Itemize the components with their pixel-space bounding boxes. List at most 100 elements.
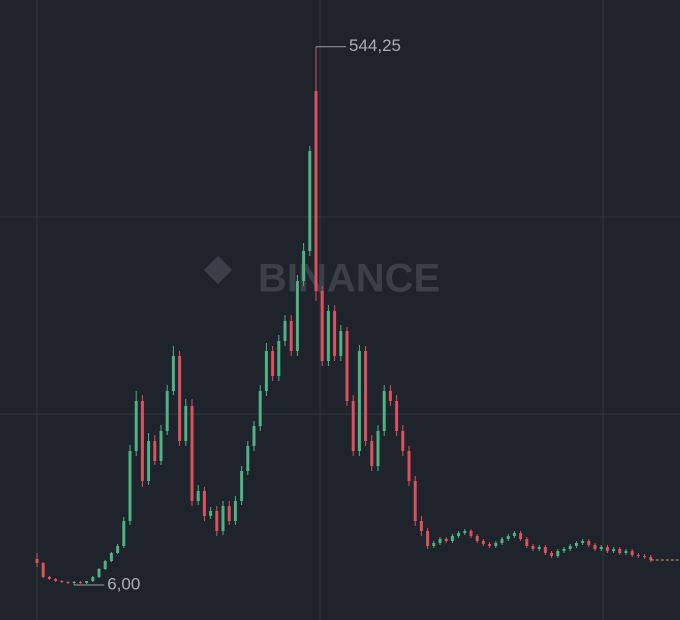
candle-body xyxy=(271,351,275,376)
candle-body xyxy=(283,321,287,341)
candle-body xyxy=(519,533,523,539)
candle-body xyxy=(649,557,653,560)
candle-body xyxy=(308,151,312,251)
candle-body xyxy=(221,506,225,531)
candle-body xyxy=(556,551,560,556)
candle-body xyxy=(506,536,510,539)
candle-body xyxy=(450,536,454,541)
candle-body xyxy=(302,251,306,281)
candle-body xyxy=(295,281,299,351)
candle-body xyxy=(612,549,616,551)
candle-body xyxy=(587,541,591,545)
candle-body xyxy=(54,579,58,581)
candle-body xyxy=(432,543,436,546)
candle-body xyxy=(159,431,163,461)
candle-body xyxy=(171,356,175,391)
candle-body xyxy=(562,549,566,551)
candle-body xyxy=(438,539,442,543)
candle-body xyxy=(277,341,281,376)
candle-body xyxy=(630,551,634,555)
candle-body xyxy=(227,506,231,521)
candle-body xyxy=(190,406,194,501)
candle-body xyxy=(202,491,206,516)
candle-body xyxy=(85,581,89,583)
candle-body xyxy=(252,426,256,446)
candle-body xyxy=(35,559,39,563)
candle-body xyxy=(116,546,120,553)
candle-body xyxy=(426,531,430,546)
candle-body xyxy=(463,531,467,533)
candle-body xyxy=(388,391,392,401)
candle-body xyxy=(500,539,504,543)
candle-body xyxy=(41,563,45,577)
candle-body xyxy=(314,91,318,291)
candle-body xyxy=(469,531,473,536)
candle-body xyxy=(457,533,461,536)
candle-body xyxy=(444,539,448,541)
candle-body xyxy=(128,451,132,521)
candle-body xyxy=(413,481,417,521)
candle-body xyxy=(196,491,200,501)
candle-body xyxy=(289,321,293,351)
candle-body xyxy=(599,547,603,549)
candle-body xyxy=(618,549,622,553)
candle-body xyxy=(246,446,250,471)
candle-body xyxy=(550,553,554,556)
candle-body xyxy=(326,311,330,361)
candle-body xyxy=(643,556,647,557)
candle-body xyxy=(178,356,182,441)
candle-body xyxy=(60,581,64,582)
candle-body xyxy=(574,543,578,546)
candle-body xyxy=(233,501,237,521)
candle-body xyxy=(512,533,516,536)
annotation-label: 6,00 xyxy=(107,574,140,593)
candle-body xyxy=(537,547,541,549)
candle-body xyxy=(109,553,113,561)
candle-body xyxy=(351,401,355,451)
annotation-label: 544,25 xyxy=(349,36,401,55)
candle-body xyxy=(475,536,479,541)
candle-body xyxy=(376,431,380,466)
candle-body xyxy=(593,545,597,549)
candle-body xyxy=(78,582,82,583)
candle-body xyxy=(97,569,101,577)
candle-body xyxy=(407,451,411,481)
candle-body xyxy=(531,546,535,549)
candle-body xyxy=(209,511,213,516)
candle-body xyxy=(333,311,337,356)
candle-body xyxy=(605,547,609,551)
candle-body xyxy=(47,577,51,579)
candle-body xyxy=(401,431,405,451)
candle-body xyxy=(215,511,219,531)
candle-body xyxy=(240,471,244,501)
candle-body xyxy=(395,401,399,431)
candle-body xyxy=(543,547,547,553)
candle-body xyxy=(66,582,70,583)
candle-body xyxy=(91,577,95,581)
candle-body xyxy=(382,391,386,431)
candle-body xyxy=(122,521,126,546)
candle-body xyxy=(320,291,324,361)
candle-body xyxy=(525,539,529,546)
candle-body xyxy=(624,551,628,553)
candle-body xyxy=(153,441,157,461)
candle-body xyxy=(364,351,368,441)
watermark: BINANCE xyxy=(258,257,440,301)
candle-body xyxy=(581,541,585,543)
candle-body xyxy=(636,555,640,556)
candle-body xyxy=(568,546,572,549)
candle-body xyxy=(494,543,498,546)
candle-body xyxy=(345,331,349,401)
candle-body xyxy=(165,391,169,431)
candle-body xyxy=(370,441,374,466)
candle-body xyxy=(419,521,423,531)
watermark-logo xyxy=(203,255,233,285)
candle-body xyxy=(140,401,144,481)
candle-body xyxy=(488,544,492,546)
candle-body xyxy=(134,401,138,451)
candle-body xyxy=(481,541,485,544)
candle-body xyxy=(103,561,107,569)
candle-body xyxy=(147,441,151,481)
